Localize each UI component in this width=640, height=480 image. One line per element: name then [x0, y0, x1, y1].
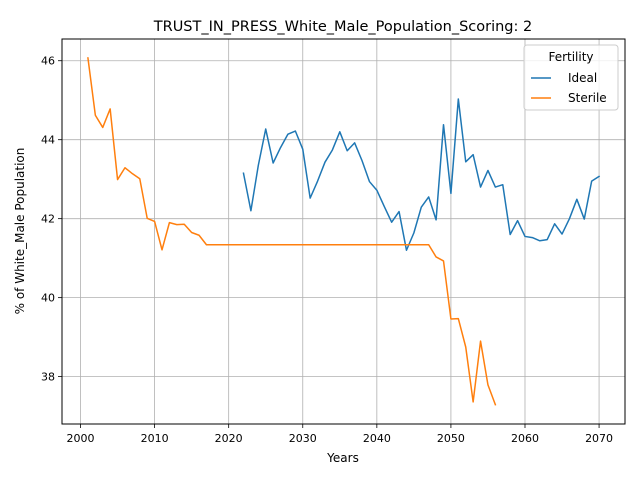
axis-ticks: 2000 2010 2020 2030 2040 2050 2060 2070 38 40 42 44… — [41, 55, 613, 445]
legend: Fertility Ideal Sterile — [523, 44, 619, 111]
y-tick-label: 42 — [41, 213, 55, 226]
y-tick-label: 46 — [41, 55, 55, 68]
y-tick-label: 40 — [41, 292, 55, 305]
y-tick-label: 44 — [41, 134, 55, 147]
series-lines — [87, 57, 601, 406]
series-line-sterile — [87, 57, 497, 406]
x-tick-label: 2060 — [511, 432, 539, 445]
x-tick-label: 2040 — [363, 432, 391, 445]
x-axis-label: Years — [326, 451, 359, 465]
legend-title: Fertility — [548, 50, 593, 64]
legend-label-sterile: Sterile — [568, 91, 607, 105]
legend-box — [523, 44, 619, 111]
plot-area-frame — [61, 38, 626, 425]
x-tick-label: 2030 — [289, 432, 317, 445]
series-line-ideal — [242, 98, 601, 252]
chart-title: TRUST_IN_PRESS_White_Male_Population_Sco… — [153, 19, 532, 35]
x-tick-label: 2010 — [141, 432, 169, 445]
y-axis-label: % of White_Male Population — [13, 148, 27, 315]
x-tick-label: 2020 — [215, 432, 243, 445]
x-tick-label: 2050 — [437, 432, 465, 445]
y-tick-label: 38 — [41, 371, 55, 384]
x-tick-label: 2070 — [585, 432, 613, 445]
x-tick-label: 2000 — [67, 432, 95, 445]
legend-label-ideal: Ideal — [568, 71, 597, 85]
